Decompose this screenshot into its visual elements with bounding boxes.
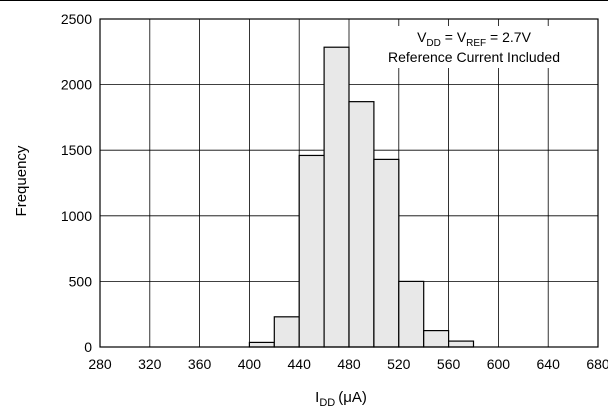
x-tick-label: 640 [537,356,561,372]
histogram-bar [323,46,350,348]
annotation-box [368,26,580,68]
x-axis-label: IDD (μA) [315,389,367,409]
x-tick-label: 400 [238,356,262,372]
histogram-bar [373,158,400,348]
histogram-bars [248,46,475,348]
histogram-bar [248,341,275,348]
annotation-reference-note: Reference Current Included [388,49,560,65]
x-tick-label: 480 [337,356,361,372]
x-tick-labels: 280 320 360 400 440 480 520 560 600 640 680 [88,356,608,372]
histogram-bar [298,154,325,348]
x-tick-label: 520 [387,356,411,372]
x-tick-label: 320 [138,356,162,372]
y-tick-label: 2500 [61,11,92,27]
y-tick-label: 1000 [61,208,92,224]
histogram-bar [448,340,475,348]
y-tick-label: 2000 [61,77,92,93]
x-tick-label: 680 [586,356,608,372]
histogram-bar [273,316,300,348]
y-tick-label: 0 [84,339,92,355]
y-tick-label: 1500 [61,142,92,158]
x-tick-label: 360 [188,356,212,372]
x-tick-label: 560 [437,356,461,372]
x-tick-label: 280 [88,356,112,372]
y-tick-labels: 0 500 1000 1500 2000 2500 [61,11,92,355]
y-tick-label: 500 [69,273,93,289]
histogram-bar [348,101,375,348]
histogram-bar [398,280,425,348]
histogram-bar [423,330,450,348]
y-axis-label: Frequency [13,145,30,216]
annotation-conditions: VDD = VREF = 2.7V [417,29,532,49]
x-tick-label: 600 [487,356,511,372]
x-tick-label: 440 [288,356,312,372]
plot-frame [99,18,599,348]
